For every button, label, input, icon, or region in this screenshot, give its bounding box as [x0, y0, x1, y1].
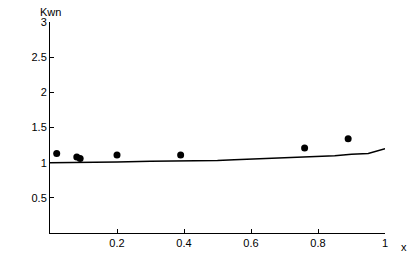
svg-text:2: 2 [41, 86, 47, 98]
svg-text:0.2: 0.2 [109, 237, 124, 249]
svg-text:1.5: 1.5 [32, 121, 47, 133]
svg-text:1: 1 [41, 157, 47, 169]
svg-text:0.8: 0.8 [310, 237, 325, 249]
svg-text:Kwn: Kwn [40, 6, 61, 18]
svg-text:2.5: 2.5 [32, 51, 47, 63]
svg-text:x: x [401, 241, 407, 253]
svg-text:3: 3 [41, 16, 47, 28]
svg-text:0.5: 0.5 [32, 192, 47, 204]
svg-text:0.6: 0.6 [243, 237, 258, 249]
svg-text:0.4: 0.4 [176, 237, 191, 249]
svg-text:1: 1 [382, 237, 388, 249]
